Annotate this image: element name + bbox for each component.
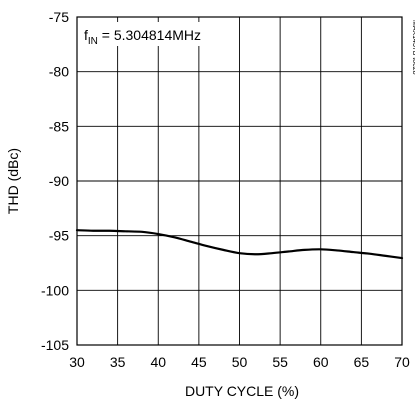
annotation-text: fIN = 5.304814MHz	[84, 27, 201, 47]
y-axis-label: THD (dBc)	[5, 148, 21, 214]
x-tick-label: 35	[110, 354, 126, 370]
x-tick-label: 50	[232, 354, 248, 370]
x-tick-label: 60	[313, 354, 329, 370]
y-tick-label: -85	[49, 118, 69, 134]
annotation-rest: = 5.304814MHz	[98, 27, 201, 43]
y-tick-label: -80	[49, 64, 69, 80]
x-tick-label: 30	[69, 354, 85, 370]
y-tick-label: -75	[49, 9, 69, 25]
y-tick-label: -105	[41, 337, 69, 353]
figure-id: MAX1437B toc28	[411, 20, 415, 75]
y-tick-labels: -75 -80 -85 -90 -95 -100 -105	[41, 9, 69, 353]
x-tick-label: 65	[354, 354, 370, 370]
x-tick-label: 40	[150, 354, 166, 370]
annotation-subscript: IN	[88, 36, 98, 47]
x-axis-label: DUTY CYCLE (%)	[185, 383, 299, 399]
annotation-main: f	[84, 27, 88, 43]
x-tick-label: 70	[394, 354, 410, 370]
series-line	[75, 229, 404, 260]
y-tick-label: -90	[49, 173, 69, 189]
y-tick-label: -95	[49, 228, 69, 244]
annotation-background	[78, 22, 216, 46]
y-tick-label: -100	[41, 282, 69, 298]
x-tick-labels: 30 35 40 45 50 55 60 65 70	[69, 354, 410, 370]
plot-frame	[76, 16, 403, 346]
grid-lines	[76, 16, 403, 346]
x-tick-label: 55	[272, 354, 288, 370]
x-tick-label: 45	[191, 354, 207, 370]
